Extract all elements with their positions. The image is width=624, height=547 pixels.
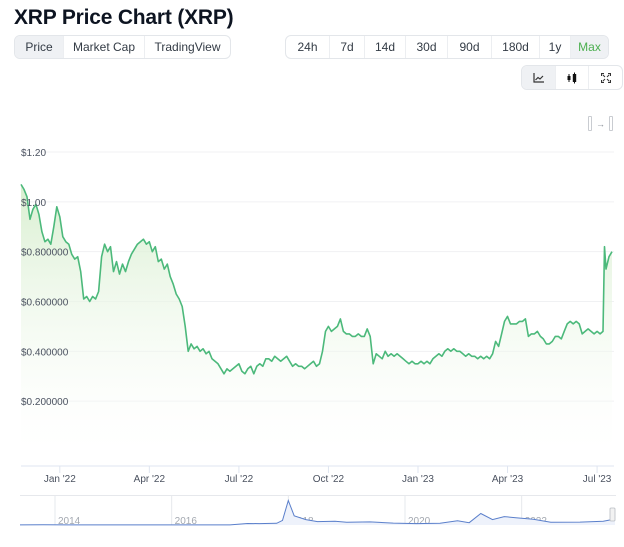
range-handle-right[interactable] [609, 116, 613, 131]
price-line [20, 183, 613, 375]
range-180d[interactable]: 180d [492, 36, 540, 58]
range-24h[interactable]: 24h [286, 36, 330, 58]
x-tick-label: Jul '22 [225, 474, 254, 485]
navigator-handle[interactable] [609, 507, 616, 522]
x-tick-label: Jul '23 [583, 474, 612, 485]
fullscreen-button[interactable] [589, 66, 622, 89]
range-14d[interactable]: 14d [365, 36, 406, 58]
navigator-line [19, 498, 616, 526]
navigator-tick-label: 2014 [58, 516, 81, 527]
navigator-tick-label: 2020 [408, 516, 431, 527]
arrow-right-icon: → [596, 118, 605, 129]
range-30d[interactable]: 30d [406, 36, 448, 58]
tab-price[interactable]: Price [15, 36, 64, 58]
fullscreen-icon [600, 72, 611, 83]
y-tick-label: $1.00 [21, 198, 46, 209]
tab-market-cap[interactable]: Market Cap [64, 36, 145, 58]
y-tick-label: $0.200000 [21, 397, 69, 408]
x-tick-label: Jan '23 [402, 474, 434, 485]
candlestick-button[interactable] [556, 66, 589, 89]
y-tick-label: $0.400000 [21, 347, 69, 358]
range-tabs: 24h 7d 14d 30d 90d 180d 1y Max [285, 35, 609, 59]
x-tick-label: Apr '22 [134, 474, 166, 485]
range-max[interactable]: Max [571, 36, 608, 58]
y-tick-label: $0.600000 [21, 298, 69, 309]
range-7d[interactable]: 7d [330, 36, 365, 58]
y-tick-label: $0.800000 [21, 248, 69, 259]
range-handle-left[interactable] [588, 116, 592, 131]
chart-type-tabs: Price Market Cap TradingView [14, 35, 231, 59]
candlestick-icon [566, 72, 578, 84]
x-tick-label: Jan '22 [44, 474, 76, 485]
line-chart-icon [532, 72, 545, 83]
navigator-tick-label: 2016 [175, 516, 198, 527]
range-1y[interactable]: 1y [540, 36, 571, 58]
range-90d[interactable]: 90d [448, 36, 492, 58]
price-area [21, 184, 612, 451]
x-tick-label: Oct '22 [313, 474, 345, 485]
tab-tradingview[interactable]: TradingView [154, 40, 221, 54]
chart-tools [521, 65, 623, 90]
page-title: XRP Price Chart (XRP) [14, 6, 234, 29]
line-chart-button[interactable] [522, 66, 556, 89]
navigator-chart[interactable]: 20142016201820202022 [0, 495, 624, 535]
price-chart[interactable]: $1.20 $1.00 $0.800000 $0.600000 $0.400000 $0.… [0, 140, 624, 490]
zoom-range-handle[interactable]: → [588, 116, 613, 131]
y-tick-label: $1.20 [21, 148, 46, 159]
x-tick-label: Apr '23 [492, 474, 524, 485]
